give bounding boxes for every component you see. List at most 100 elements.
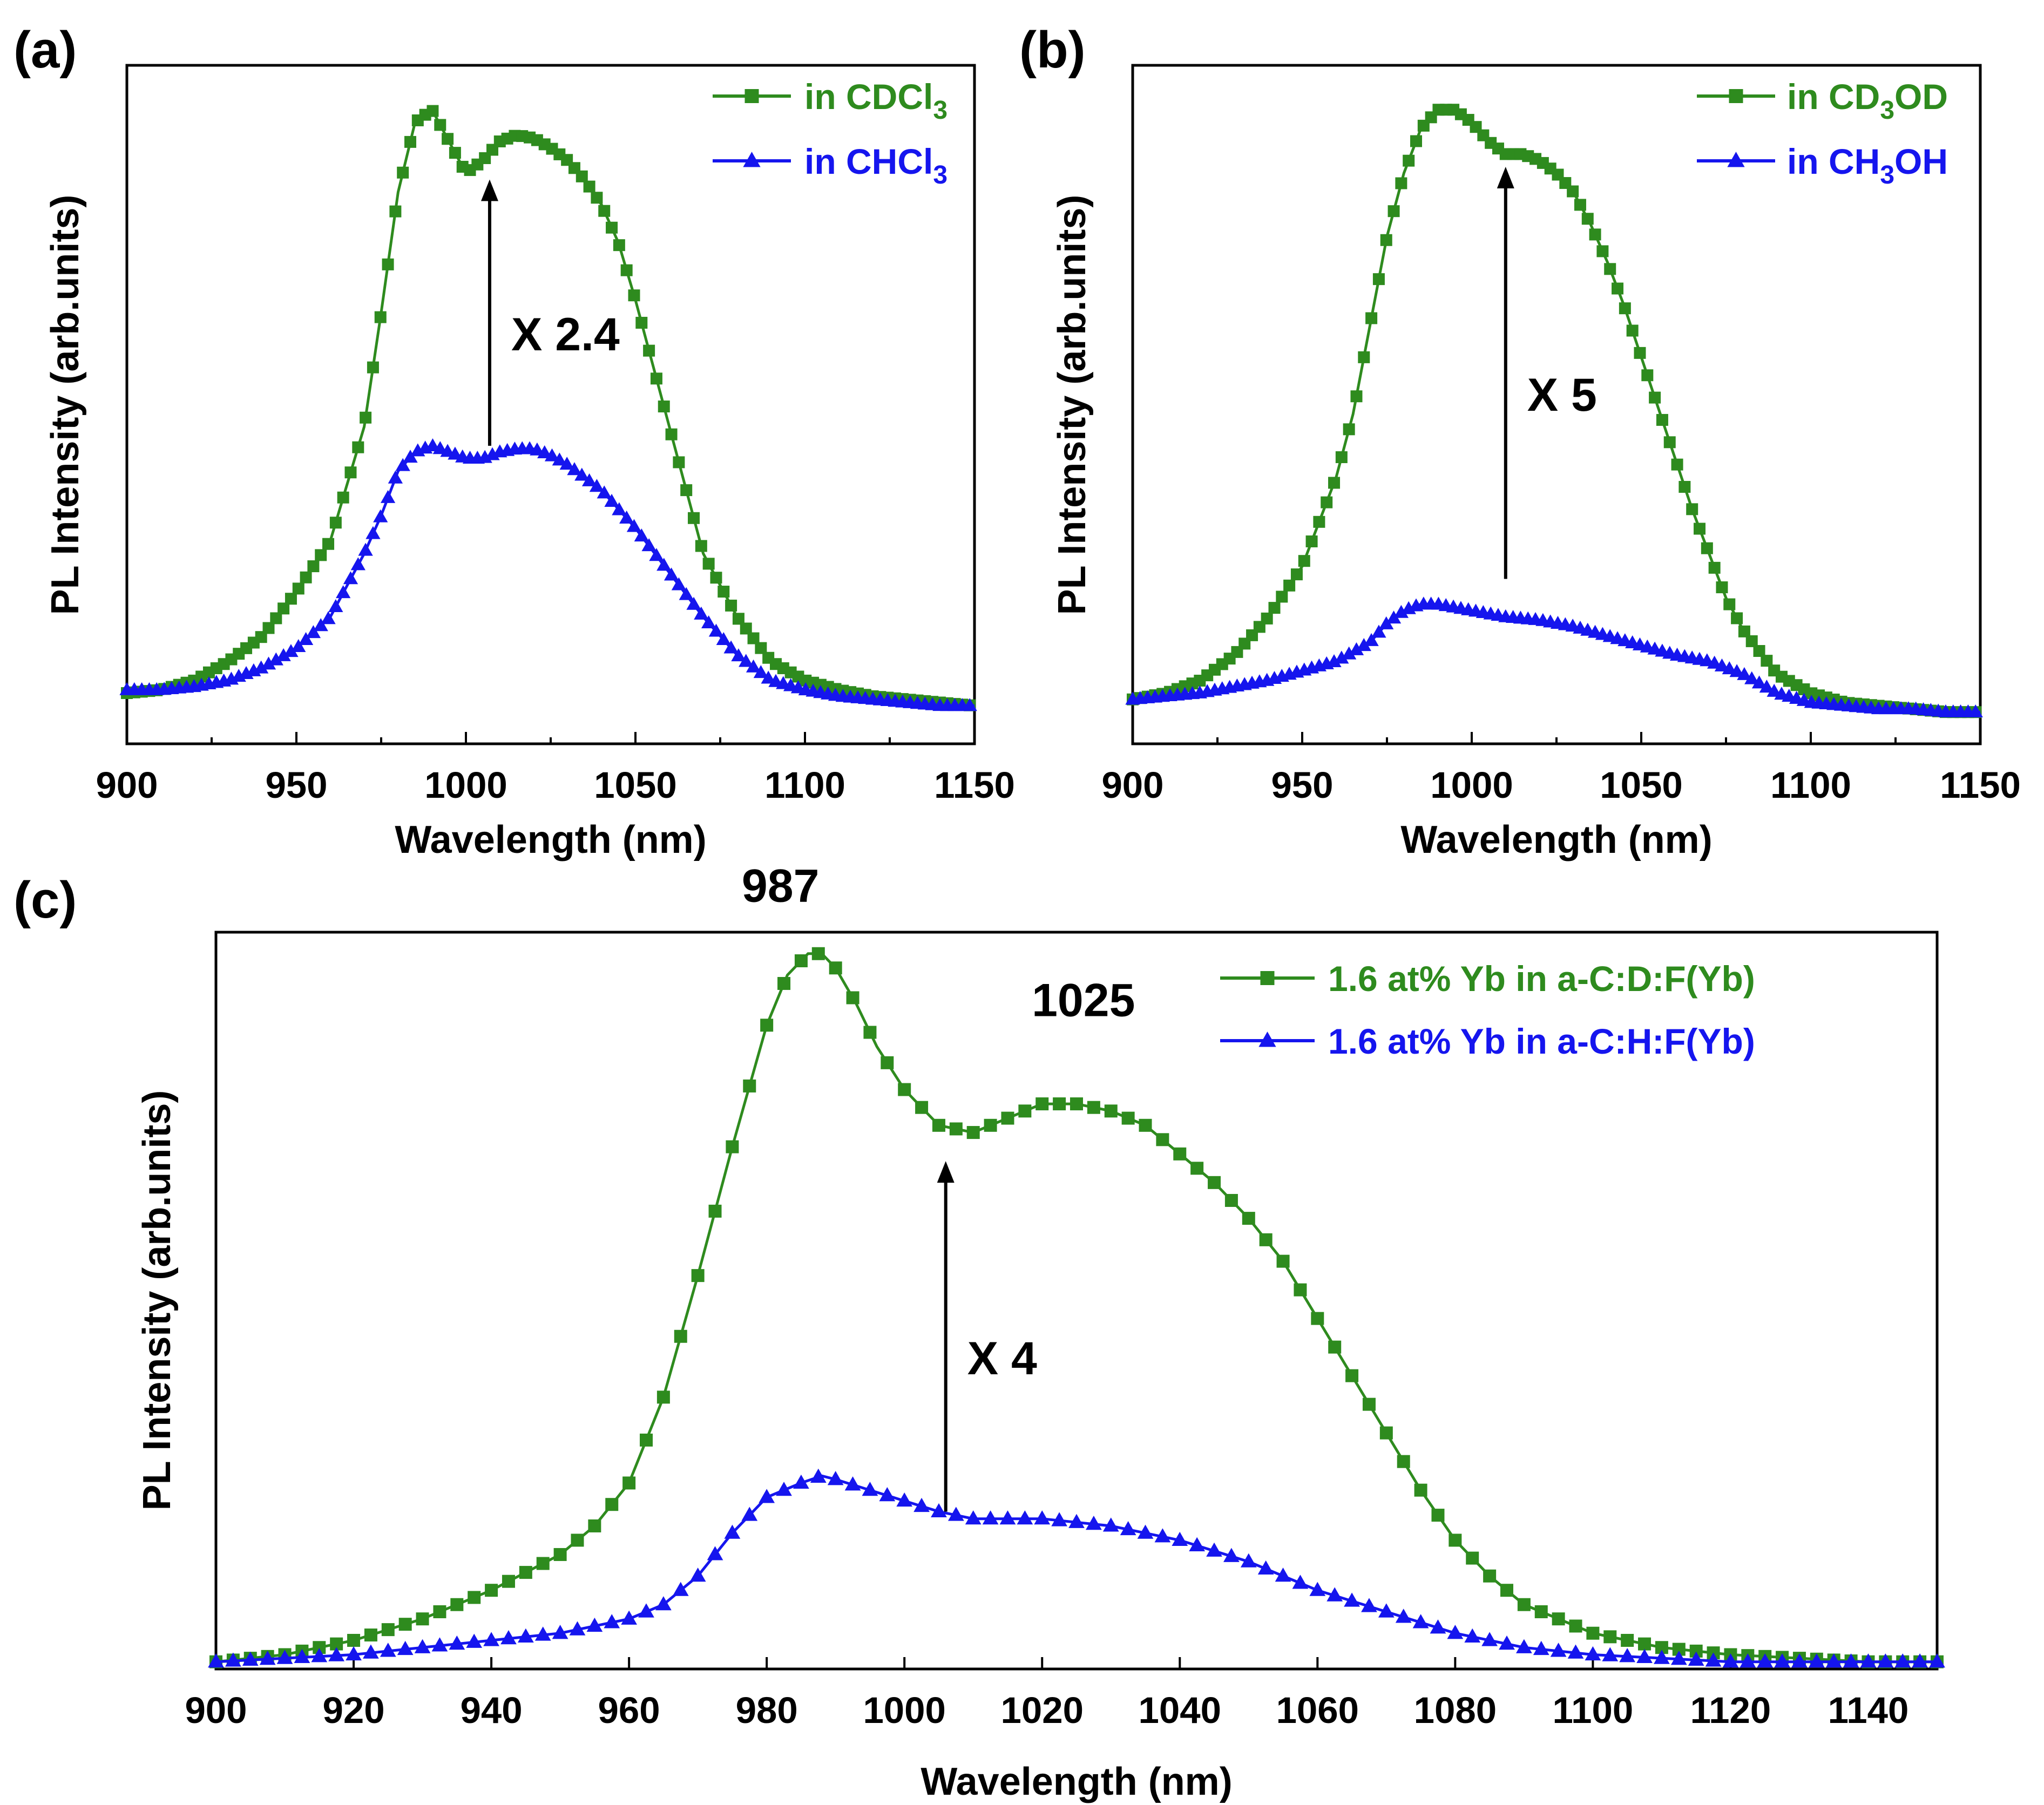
square-marker: [949, 1122, 963, 1136]
square-marker: [1311, 1312, 1324, 1325]
triangle-marker: [1378, 1603, 1395, 1618]
triangle-marker: [517, 1628, 534, 1643]
panel-1: (b) 900 950 1000 1050 1100 1150 Wavelength (nm)…: [1019, 21, 2021, 861]
square-marker: [1190, 1162, 1204, 1175]
square-marker: [846, 991, 859, 1005]
triangle-marker: [621, 1610, 637, 1625]
square-marker: [1395, 177, 1407, 189]
square-marker: [1261, 612, 1273, 625]
triangle-marker: [1172, 1531, 1188, 1546]
square-marker: [708, 1204, 722, 1218]
legend-entry: 1.6 at% Yb in a-C:D:F(Yb): [1220, 959, 1755, 999]
legend-text-main: 1.6 at% Yb in a-C:H:F(Yb): [1328, 1021, 1755, 1061]
legend-text-suffix: OD: [1894, 77, 1948, 117]
triangle-marker: [723, 640, 739, 654]
square-marker: [262, 622, 275, 634]
panel-label: (a): [13, 21, 77, 79]
triangle-marker: [1877, 1653, 1894, 1668]
triangle-marker: [1740, 1653, 1756, 1668]
triangle-marker: [1722, 1653, 1739, 1668]
triangle-marker: [1447, 1625, 1464, 1639]
triangle-marker: [350, 557, 366, 571]
square-marker: [635, 316, 648, 329]
triangle-marker: [552, 1625, 568, 1639]
panel-2: (c) 900 920 940 960 980 1000 1020 1040 1060 1080 11…: [13, 860, 1945, 1803]
triangle-marker: [225, 1652, 241, 1667]
square-marker: [553, 1548, 567, 1561]
triangle-marker: [1727, 152, 1745, 167]
x-tick-label: 1000: [1430, 764, 1513, 806]
triangle-marker: [1550, 1643, 1567, 1657]
triangle-marker: [567, 462, 582, 476]
triangle-marker: [999, 1510, 1016, 1525]
square-marker: [449, 147, 461, 159]
series-0: [121, 105, 976, 711]
square-marker: [364, 1628, 377, 1642]
square-marker: [673, 456, 685, 469]
square-marker: [427, 105, 439, 117]
triangle-marker: [731, 648, 746, 662]
legend-label: in CD3OD: [1787, 77, 1948, 125]
triangle-marker: [1464, 1628, 1481, 1643]
triangle-marker: [896, 1492, 913, 1507]
triangle-marker: [1912, 1653, 1928, 1668]
square-marker: [628, 289, 640, 302]
square-marker: [1552, 1612, 1565, 1626]
square-marker: [1723, 598, 1736, 610]
triangle-marker: [1257, 1560, 1274, 1575]
triangle-marker: [544, 448, 560, 462]
triangle-marker: [1670, 1651, 1687, 1665]
square-marker: [1328, 1340, 1342, 1354]
triangle-marker: [1808, 1653, 1825, 1668]
square-marker: [1656, 413, 1668, 426]
square-marker: [755, 642, 767, 654]
triangle-marker: [1326, 1587, 1343, 1602]
triangle-marker: [962, 698, 977, 711]
triangle-marker: [1759, 680, 1774, 693]
triangle-marker: [1737, 667, 1752, 680]
square-marker: [643, 344, 655, 357]
y-axis-title: PL Intensity (arb.units): [44, 195, 87, 615]
square-marker: [1534, 1605, 1548, 1618]
triangle-marker: [559, 457, 574, 470]
triangle-marker: [1757, 1653, 1774, 1668]
x-tick-label: 980: [736, 1689, 798, 1731]
square-marker: [1745, 635, 1758, 647]
square-marker: [1121, 1111, 1135, 1125]
square-marker: [1379, 1426, 1393, 1440]
square-marker: [1649, 391, 1661, 404]
square-marker: [732, 613, 744, 625]
x-tick-label: 1000: [863, 1689, 946, 1731]
square-marker: [613, 239, 625, 252]
triangle-marker: [759, 1489, 775, 1503]
triangle-marker: [612, 502, 627, 515]
square-marker: [1634, 347, 1646, 359]
square-marker: [1321, 496, 1333, 508]
triangle-marker: [1223, 1548, 1240, 1562]
square-marker: [485, 1584, 498, 1597]
legend-label: in CDCl3: [804, 77, 947, 125]
triangle-marker: [638, 1603, 654, 1618]
square-marker: [1612, 282, 1624, 295]
series-line: [126, 107, 975, 707]
triangle-marker: [1334, 650, 1349, 664]
triangle-marker: [1929, 1653, 1945, 1668]
triangle-marker: [291, 639, 306, 652]
triangle-marker: [1386, 610, 1402, 624]
square-marker: [695, 540, 707, 552]
square-marker: [367, 361, 379, 374]
square-marker: [588, 1519, 601, 1532]
triangle-marker: [373, 509, 388, 522]
square-marker: [1362, 1397, 1376, 1411]
square-marker: [726, 1140, 739, 1153]
square-marker: [747, 632, 760, 644]
square-marker: [1173, 1147, 1187, 1161]
triangle-marker: [1206, 1542, 1222, 1557]
triangle-marker: [483, 1632, 499, 1646]
legend-text-main: in CHCl: [804, 141, 933, 181]
x-tick-label: 1000: [424, 764, 507, 806]
square-marker: [344, 466, 357, 479]
triangle-marker: [358, 542, 373, 556]
square-marker: [389, 205, 402, 218]
square-marker: [374, 311, 387, 323]
